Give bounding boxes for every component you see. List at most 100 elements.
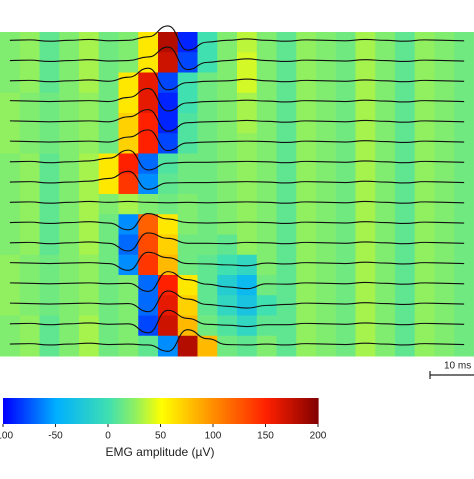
heat-cell: [0, 254, 21, 276]
heat-cell: [197, 295, 218, 316]
heat-cell: [0, 275, 21, 296]
heat-cell: [138, 214, 159, 235]
heat-cell: [237, 133, 258, 154]
heat-cell: [138, 113, 159, 134]
heat-cell: [59, 194, 80, 215]
colorbar-step: [307, 398, 311, 424]
colorbar-step: [263, 398, 267, 424]
colorbar-step: [265, 398, 269, 424]
heat-cell: [118, 214, 139, 235]
heat-cell: [138, 234, 159, 256]
heat-cell: [39, 153, 60, 175]
heat-cell: [454, 275, 474, 296]
heat-cell: [276, 335, 297, 357]
heat-cell: [414, 32, 435, 53]
heat-cell: [355, 92, 376, 114]
heat-cell: [434, 153, 455, 175]
heat-cell: [177, 214, 198, 235]
heat-cell: [375, 275, 396, 296]
heat-cell: [316, 92, 337, 114]
emg-trace: [9, 67, 465, 91]
heat-cell: [335, 335, 356, 357]
heat-cell: [454, 254, 474, 276]
heat-cell: [316, 335, 337, 357]
colorbar-step: [47, 398, 50, 424]
colorbar-step: [131, 398, 134, 424]
colorbar-step: [34, 398, 38, 424]
heat-cell: [414, 275, 435, 296]
colorbar-step: [139, 398, 143, 424]
heat-cell: [138, 133, 159, 154]
heat-cell: [98, 32, 119, 53]
heat-cell: [39, 275, 60, 296]
heat-cell: [177, 153, 198, 175]
heat-cell: [414, 254, 435, 276]
colorbar-tick-label: -100: [0, 431, 13, 442]
colorbar-step: [202, 398, 206, 424]
heat-cell: [0, 335, 21, 357]
heat-cell: [454, 315, 474, 337]
emg-trace: [9, 251, 465, 271]
heat-cell: [335, 234, 356, 256]
emg-trace: [9, 290, 465, 313]
emg-trace: [9, 25, 465, 51]
heat-cell: [158, 295, 179, 316]
heat-cell: [335, 92, 356, 114]
heat-cell: [217, 133, 238, 154]
heat-cell: [434, 275, 455, 296]
colorbar-step: [55, 398, 59, 424]
colorbar-step: [225, 398, 229, 424]
heat-cell: [237, 254, 258, 276]
heat-cell: [256, 52, 277, 73]
heat-cell: [434, 194, 455, 215]
colorbar-step: [15, 398, 19, 424]
heat-cell: [276, 194, 297, 215]
heat-cell: [177, 234, 198, 256]
heat-cell: [59, 295, 80, 316]
heat-cell: [256, 315, 277, 337]
heat-cell: [217, 52, 238, 73]
heat-cell: [237, 214, 258, 235]
heat-cell: [375, 234, 396, 256]
heat-cell: [434, 214, 455, 235]
heat-cell: [375, 52, 396, 73]
heat-cell: [217, 173, 238, 195]
heat-cell: [237, 234, 258, 256]
colorbar-step: [141, 398, 145, 424]
heat-cell: [395, 275, 416, 296]
heat-cell: [0, 72, 21, 94]
colorbar-step: [87, 398, 90, 424]
heat-cell: [79, 275, 100, 296]
heat-cell: [197, 194, 218, 215]
heat-cell: [177, 254, 198, 276]
colorbar-step: [53, 398, 57, 424]
colorbar-step: [133, 398, 136, 424]
colorbar-step: [99, 398, 103, 424]
heat-cell: [335, 72, 356, 94]
heat-cell: [434, 234, 455, 256]
heat-cell: [237, 113, 258, 134]
heat-cell: [197, 92, 218, 114]
colorbar-step: [210, 398, 214, 424]
heat-cell: [39, 295, 60, 316]
heat-cell: [98, 335, 119, 357]
heat-cell: [138, 32, 159, 53]
heat-cell: [454, 153, 474, 175]
heat-cell: [335, 254, 356, 276]
colorbar-step: [84, 398, 88, 424]
colorbar-step: [38, 398, 42, 424]
colorbar-step: [152, 398, 155, 424]
heat-cell: [375, 194, 396, 215]
heat-cell: [39, 335, 60, 357]
colorbar-step: [269, 398, 273, 424]
heat-cell: [375, 153, 396, 175]
colorbar-step: [49, 398, 52, 424]
colorbar-step: [196, 398, 199, 424]
heat-cell: [316, 113, 337, 134]
heat-cell: [316, 254, 337, 276]
heat-cell: [59, 113, 80, 134]
heat-cell: [395, 214, 416, 235]
heat-cell: [276, 72, 297, 94]
heat-cell: [118, 52, 139, 73]
heat-cell: [375, 295, 396, 316]
